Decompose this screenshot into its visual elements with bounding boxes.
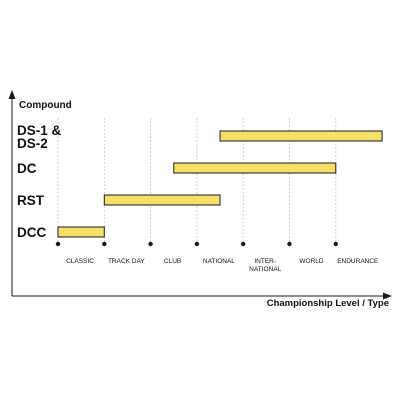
x-axis-title: Championship Level / Type [267,298,389,309]
y-axis-arrow [8,90,16,99]
tick-dot [241,241,246,247]
x-tick-label: CLASSIC [66,258,94,265]
x-axis-arrow [383,292,392,300]
range-bar [219,130,383,142]
category-label: DS-1 & DS-2 [17,123,62,151]
category-label: RST [17,193,45,208]
x-tick-label: NATIONAL [203,258,235,265]
grid-layer [57,118,337,244]
range-bar [103,194,221,206]
range-bar [173,162,337,174]
tick-dot [102,241,107,247]
category-label: DCC [17,225,46,240]
axis-layer: Compound Championship Level / Type [8,90,392,309]
label-layer: DS-1 & DS-2 DC RST DCC [17,123,62,240]
tick-dot [148,241,153,247]
category-label: DC [17,161,37,176]
tick-layer: CLASSIC TRACK DAY CLUB NATIONAL INTER-NATION… [55,241,379,273]
x-tick-label: INTER-NATIONAL [249,258,281,273]
x-tick-label: TRACK DAY [108,258,145,265]
y-axis-title: Compound [19,100,72,111]
tick-dot [55,241,61,247]
tick-dot [333,241,338,247]
x-tick-label: WORLD [299,258,324,265]
x-tick-label: CLUB [164,258,181,265]
x-tick-label: ENDURANCE [337,258,379,265]
bar-layer [57,130,383,238]
range-bar [57,226,105,238]
tick-dot [194,241,200,247]
tick-dot [287,241,292,247]
